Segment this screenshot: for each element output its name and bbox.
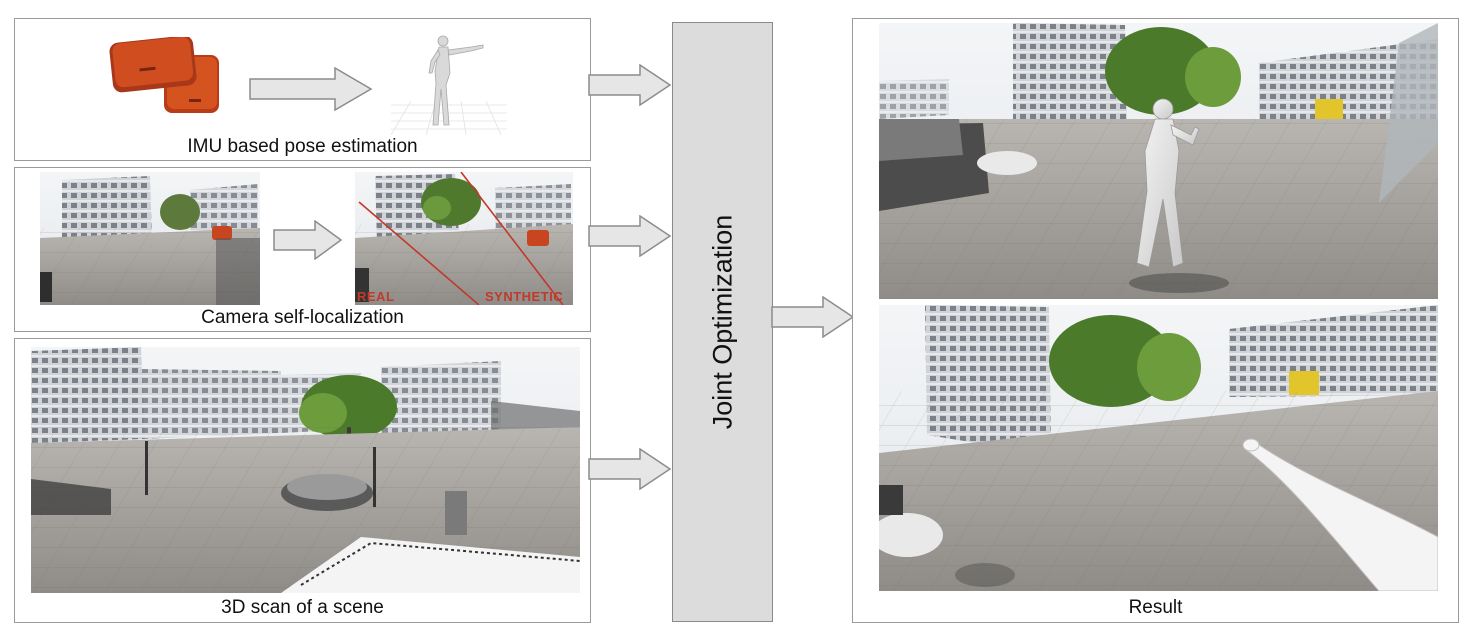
- real-label: REAL: [357, 289, 395, 304]
- avatar-pose-image: [391, 35, 507, 135]
- result-panel: Result: [852, 18, 1459, 623]
- camera-inner-arrow: [273, 220, 343, 260]
- synthetic-label: SYNTHETIC: [485, 289, 564, 304]
- imu-caption: IMU based pose estimation: [187, 136, 418, 157]
- joint-optimization-label: Joint Optimization: [707, 214, 737, 430]
- camera-panel: REAL SYNTHETIC Camera self-localization: [14, 167, 591, 332]
- imu-inner-arrow: [249, 67, 373, 111]
- scan-caption: 3D scan of a scene: [221, 597, 384, 618]
- result-caption: Result: [1128, 597, 1183, 618]
- scene-scan-image: [31, 347, 580, 593]
- scan-panel: 3D scan of a scene: [14, 338, 591, 623]
- imu-panel: IMU based pose estimation: [14, 18, 591, 161]
- imu-sensors-image: [109, 37, 219, 113]
- real-camera-image: [40, 172, 260, 305]
- result-first-person-image: [879, 305, 1438, 591]
- result-third-person-image: [879, 23, 1438, 299]
- imu-to-joint-arrow: [588, 64, 672, 106]
- camera-to-joint-arrow: [588, 215, 672, 257]
- camera-caption: Camera self-localization: [201, 307, 404, 328]
- real-vs-synthetic-image: [355, 172, 573, 305]
- scan-to-joint-arrow: [588, 448, 672, 490]
- joint-to-result-arrow: [771, 296, 855, 338]
- joint-optimization-box: Joint Optimization: [672, 22, 773, 622]
